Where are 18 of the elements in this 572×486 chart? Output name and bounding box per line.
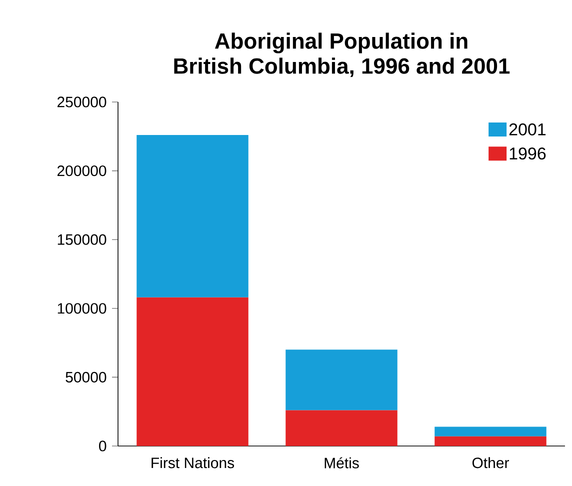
y-tick-label: 100000 — [58, 303, 106, 314]
x-tick-label: Métis — [324, 457, 359, 468]
bar — [136, 297, 248, 446]
legend-label: 2001 — [509, 123, 546, 136]
y-tick-label: 200000 — [58, 165, 106, 176]
bar — [434, 426, 546, 436]
y-tick-label: 50000 — [66, 372, 106, 382]
y-tick-label: 150000 — [58, 234, 106, 245]
chart-title: Aboriginal Population in British Columbia, 1996 and 2001 — [174, 32, 510, 78]
y-tick-label: 250000 — [58, 96, 106, 108]
bar — [434, 436, 546, 446]
bar — [286, 410, 398, 446]
bar — [136, 135, 248, 298]
bar — [286, 350, 398, 410]
x-tick-label: First Nations — [152, 457, 234, 468]
x-tick-label: Other — [472, 457, 509, 468]
y-tick-label: 0 — [99, 440, 106, 452]
legend-label: 1996 — [510, 148, 546, 160]
